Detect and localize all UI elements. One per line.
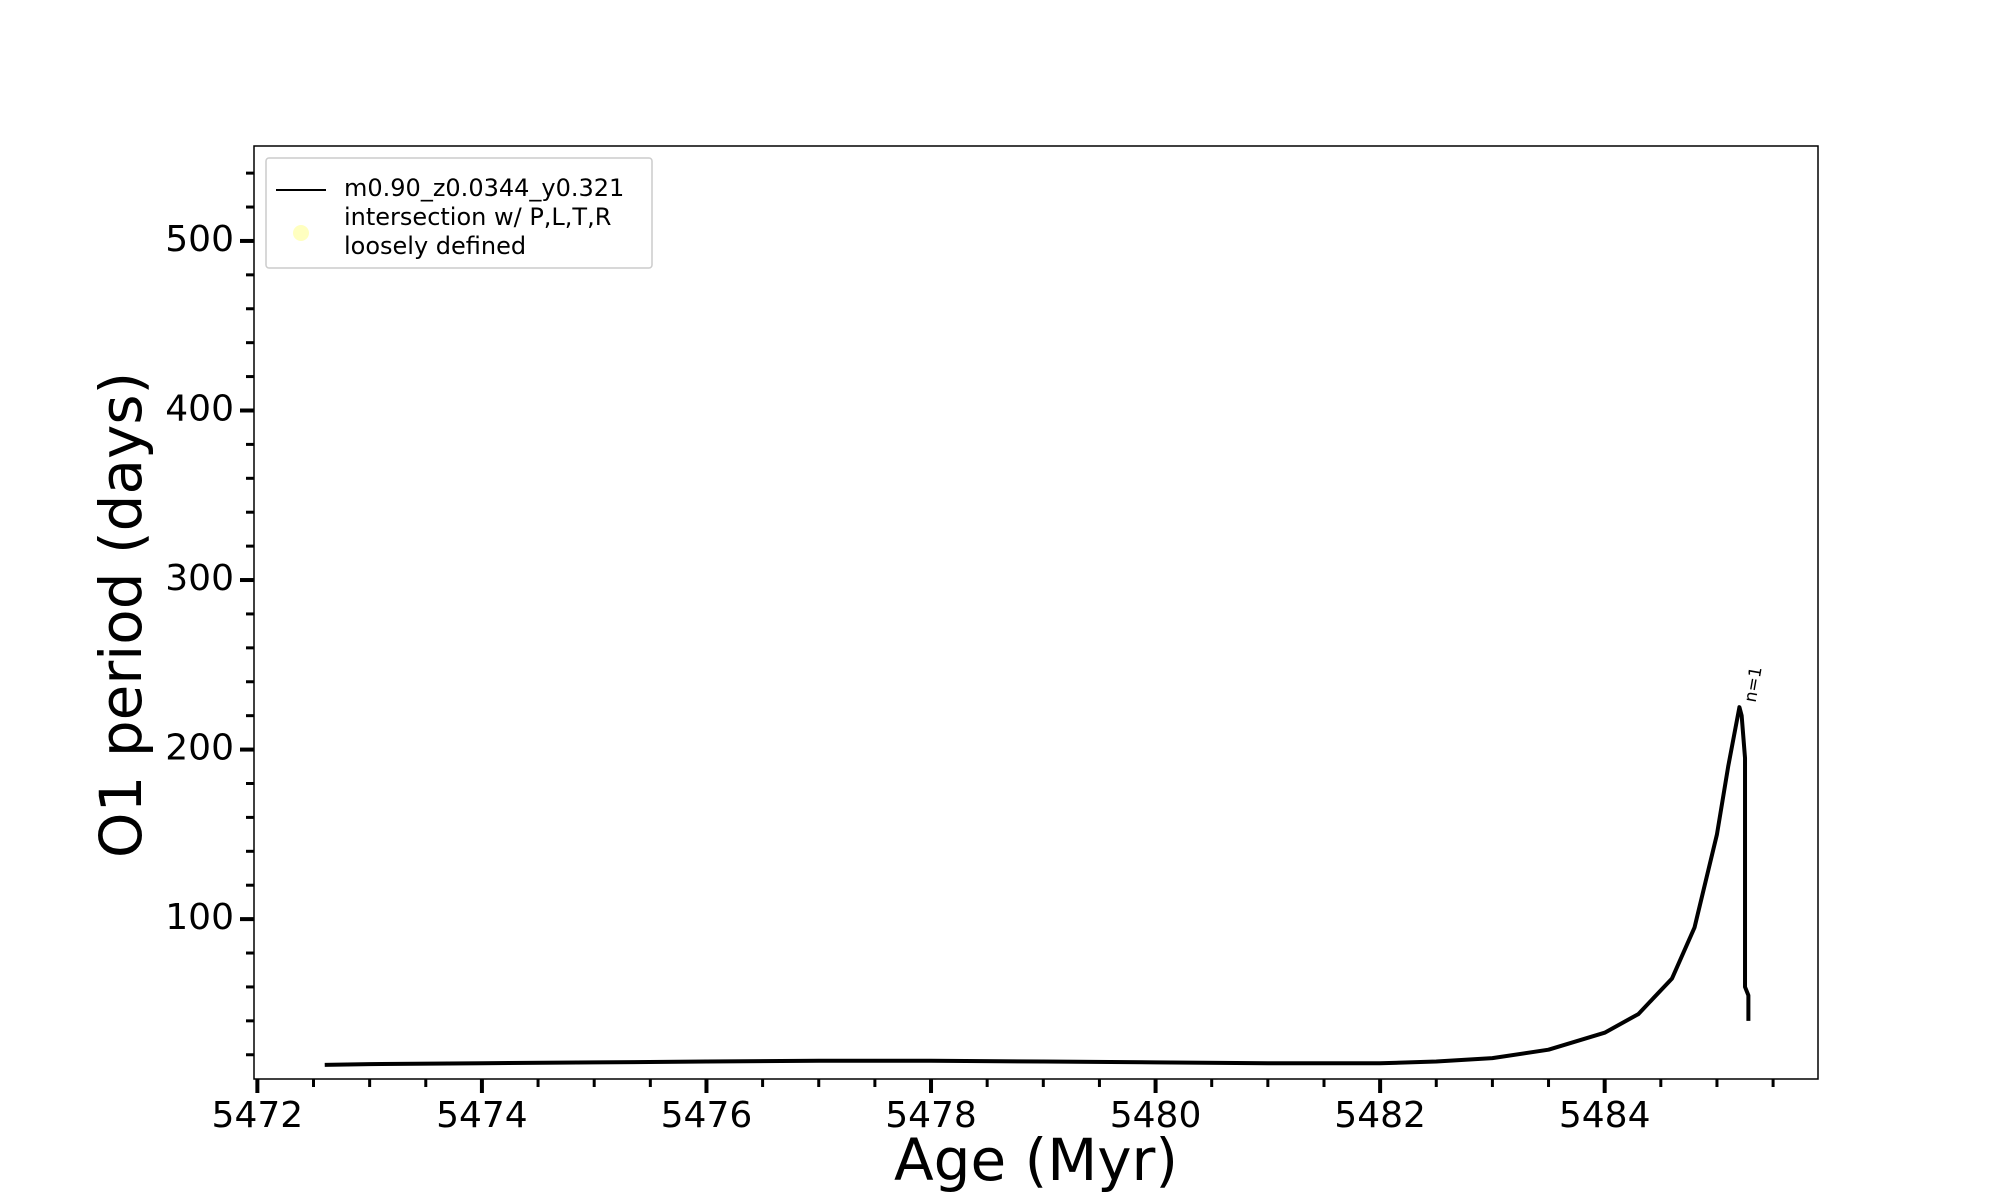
y-tick-label: 100	[165, 897, 234, 938]
legend-box	[265, 157, 653, 269]
y-tick-label: 500	[165, 219, 234, 260]
x-tick-label: 5480	[1110, 1095, 1202, 1136]
x-tick-label: 5474	[436, 1095, 528, 1136]
legend-marker	[293, 225, 309, 241]
data-line	[324, 705, 1751, 1067]
x-tick-label: 5472	[212, 1095, 304, 1136]
y-tick-label: 300	[165, 558, 234, 599]
legend-label: m0.90_z0.0344_y0.321	[344, 174, 625, 202]
legend-entry: intersection w/ P,L,T,R loosely defined	[344, 203, 612, 260]
x-tick-label: 5484	[1559, 1095, 1651, 1136]
x-axis-label: Age (Myr)	[894, 1126, 1178, 1194]
x-tick-label: 5476	[661, 1095, 753, 1136]
x-tick-label: 5482	[1334, 1095, 1426, 1136]
x-tick-label: 5478	[885, 1095, 977, 1136]
y-tick-label: 200	[165, 728, 234, 769]
legend-label: intersection w/ P,L,T,R loosely defined	[344, 203, 612, 260]
y-axis-label: O1 period (days)	[87, 372, 155, 858]
y-tick-label: 400	[165, 388, 234, 429]
plot-frame	[253, 145, 1819, 1080]
legend-entry: m0.90_z0.0344_y0.321	[344, 174, 625, 202]
annotation: n=1	[1741, 665, 1767, 704]
